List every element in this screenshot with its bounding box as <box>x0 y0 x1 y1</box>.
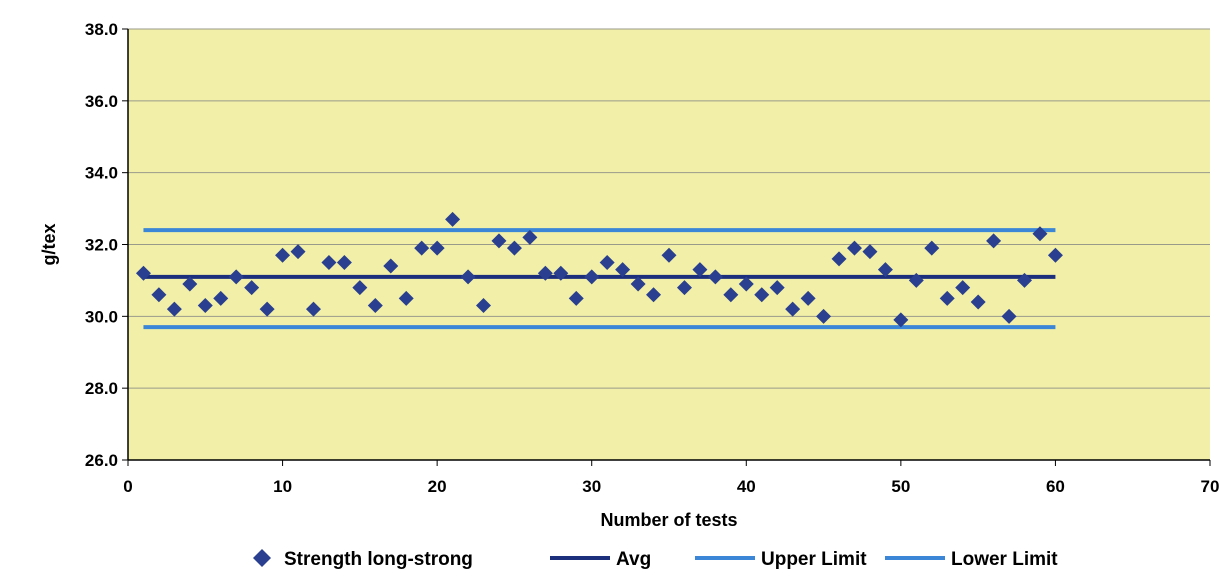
data-point <box>476 298 492 314</box>
y-tick-label: 38.0 <box>85 20 118 39</box>
x-tick-label: 70 <box>1201 477 1220 496</box>
data-markers <box>135 211 1063 328</box>
legend: Strength long-strong Avg Upper Limit Lower … <box>253 549 1058 570</box>
data-point <box>568 290 584 306</box>
data-point <box>429 240 445 256</box>
data-point <box>939 290 955 306</box>
data-point <box>893 312 909 328</box>
data-point <box>1047 247 1063 263</box>
data-point <box>1017 272 1033 288</box>
data-point <box>723 287 739 303</box>
data-point <box>1001 308 1017 324</box>
legend-label-avg: Avg <box>616 549 651 570</box>
data-point <box>846 240 862 256</box>
data-point <box>383 258 399 274</box>
data-point <box>738 276 754 292</box>
data-point <box>398 290 414 306</box>
data-point <box>831 251 847 267</box>
data-point <box>537 265 553 281</box>
data-point <box>367 298 383 314</box>
data-point <box>646 287 662 303</box>
data-point <box>924 240 940 256</box>
y-tick-label: 36.0 <box>85 92 118 111</box>
data-point <box>1032 226 1048 242</box>
data-point <box>336 254 352 270</box>
x-tick-label: 20 <box>428 477 447 496</box>
data-point <box>135 265 151 281</box>
data-point <box>630 276 646 292</box>
data-point <box>800 290 816 306</box>
data-point <box>414 240 430 256</box>
data-point <box>615 262 631 278</box>
data-point <box>321 254 337 270</box>
data-point <box>506 240 522 256</box>
data-point <box>676 280 692 296</box>
reference-lines <box>143 228 1056 330</box>
data-point <box>816 308 832 324</box>
data-point <box>228 269 244 285</box>
y-tick-label: 28.0 <box>85 379 118 398</box>
y-tick-labels: 26.0 28.0 30.0 32.0 34.0 36.0 38.0 <box>85 20 128 470</box>
x-tick-label: 60 <box>1046 477 1065 496</box>
data-point <box>197 298 213 314</box>
data-point <box>305 301 321 317</box>
data-point <box>166 301 182 317</box>
y-tick-label: 34.0 <box>85 164 118 183</box>
data-point <box>491 233 507 249</box>
data-point <box>754 287 770 303</box>
x-tick-label: 40 <box>737 477 756 496</box>
data-point <box>213 290 229 306</box>
legend-label-upper-limit: Upper Limit <box>761 549 867 570</box>
data-point <box>785 301 801 317</box>
data-point <box>445 211 461 227</box>
data-point <box>553 265 569 281</box>
x-tick-label: 50 <box>891 477 910 496</box>
x-tick-label: 30 <box>582 477 601 496</box>
data-point <box>290 244 306 260</box>
data-point <box>970 294 986 310</box>
data-point <box>584 269 600 285</box>
data-point <box>955 280 971 296</box>
data-point <box>522 229 538 245</box>
data-point <box>352 280 368 296</box>
y-tick-label: 26.0 <box>85 451 118 470</box>
data-point <box>275 247 291 263</box>
data-point <box>692 262 708 278</box>
x-axis-title: Number of tests <box>600 510 737 530</box>
legend-label-lower-limit: Lower Limit <box>951 549 1058 570</box>
legend-marker-strength-long-strong <box>253 549 271 567</box>
y-tick-label: 32.0 <box>85 236 118 255</box>
data-point <box>908 272 924 288</box>
data-point <box>862 244 878 260</box>
data-point <box>599 254 615 270</box>
data-point <box>460 269 476 285</box>
data-point <box>244 280 260 296</box>
x-tick-labels: 0 10 20 30 40 50 60 70 <box>123 460 1219 496</box>
data-point <box>259 301 275 317</box>
data-point <box>661 247 677 263</box>
data-point <box>707 269 723 285</box>
y-axis-title: g/tex <box>39 223 59 265</box>
x-tick-label: 10 <box>273 477 292 496</box>
data-point <box>769 280 785 296</box>
data-point <box>986 233 1002 249</box>
y-tick-label: 30.0 <box>85 307 118 326</box>
data-point <box>151 287 167 303</box>
legend-label-strength-long-strong: Strength long-strong <box>284 549 473 570</box>
data-point <box>877 262 893 278</box>
data-point <box>182 276 198 292</box>
x-tick-label: 0 <box>123 477 132 496</box>
